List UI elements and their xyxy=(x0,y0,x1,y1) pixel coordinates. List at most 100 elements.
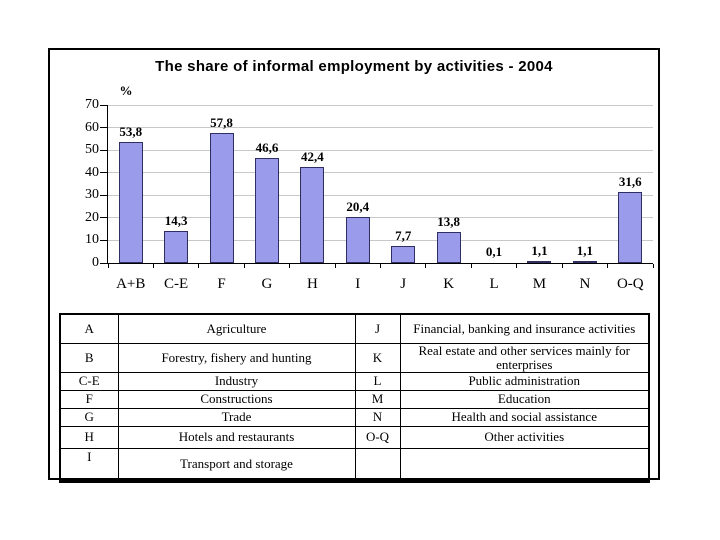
x-axis-category-label: G xyxy=(261,276,273,292)
x-axis-tick xyxy=(516,264,518,268)
bar-N xyxy=(572,260,597,263)
x-axis-tick xyxy=(607,264,609,268)
y-axis-tick xyxy=(100,127,107,129)
x-axis-tick xyxy=(243,264,245,268)
gridline xyxy=(108,104,653,106)
y-axis-tick xyxy=(100,149,107,151)
x-axis-category-label: F xyxy=(217,276,226,292)
y-axis-tick xyxy=(100,104,107,106)
x-axis-category-label: K xyxy=(443,276,455,292)
bar-value-label: 1,1 xyxy=(531,242,548,258)
bar-I xyxy=(345,216,370,263)
y-axis-tick-label: 40 xyxy=(85,164,99,180)
x-axis-tick xyxy=(152,264,154,268)
x-axis-category-label: N xyxy=(579,276,591,292)
x-axis-tick xyxy=(652,264,654,268)
x-axis-category-label: J xyxy=(400,276,407,292)
legend-row: A Agriculture J Financial, banking and insu… xyxy=(59,313,650,344)
x-axis-tick xyxy=(289,264,291,268)
y-axis-tick xyxy=(100,262,107,264)
legend-code-cell: O-Q xyxy=(354,425,401,449)
bar-value-label: 14,3 xyxy=(164,212,188,228)
x-axis-tick xyxy=(425,264,427,268)
x-axis-tick xyxy=(334,264,336,268)
legend-activity-cell: Public administration xyxy=(399,371,650,391)
gridline xyxy=(108,172,653,174)
y-axis-tick-label: 30 xyxy=(85,187,99,203)
x-axis-tick xyxy=(470,264,472,268)
legend-code-cell: A xyxy=(59,313,119,344)
legend-activity-cell: Trade xyxy=(117,407,356,427)
bar-H xyxy=(300,167,325,263)
y-axis-tick-label: 70 xyxy=(85,97,99,112)
legend-code-cell: B xyxy=(59,342,119,373)
legend-code-cell: L xyxy=(354,371,401,391)
bar-F xyxy=(209,132,234,263)
y-axis-tick-label: 0 xyxy=(92,255,99,270)
x-axis-category-label: A+B xyxy=(116,276,146,292)
bar-value-label: 7,7 xyxy=(395,227,412,243)
legend-activity-cell: Financial, banking and insurance activit… xyxy=(399,313,650,344)
legend-activity-cell: Education xyxy=(399,389,650,409)
bar-J xyxy=(391,245,416,263)
x-axis-tick xyxy=(380,264,381,268)
y-axis-tick-label: 10 xyxy=(85,232,99,248)
bar-value-label: 0,1 xyxy=(485,244,503,259)
x-axis-category-label: C-E xyxy=(164,276,189,292)
legend-code-cell: H xyxy=(59,425,119,449)
bar-O-Q xyxy=(618,191,643,263)
x-axis-category-label: M xyxy=(532,276,547,292)
legend-code-cell: G xyxy=(59,407,119,427)
bar-value-label: 53,8 xyxy=(119,123,143,139)
gridline xyxy=(108,127,653,129)
legend-activity-cell: Agriculture xyxy=(117,313,356,344)
x-axis-category-label: H xyxy=(306,276,318,292)
legend-activity-cell: Constructions xyxy=(117,389,356,409)
legend-row: I Transport and storage xyxy=(59,447,650,482)
y-axis-unit-label: % xyxy=(119,83,133,98)
legend-code-cell: K xyxy=(354,342,401,373)
legend-table: A Agriculture J Financial, banking and insu… xyxy=(59,313,650,483)
bar-M xyxy=(527,260,552,263)
legend-code-cell xyxy=(354,447,401,482)
bar-value-label: 13,8 xyxy=(437,213,460,229)
x-axis-category-label: I xyxy=(355,276,361,292)
y-axis-tick xyxy=(100,172,107,174)
legend-activity-cell: Hotels and restaurants xyxy=(117,425,356,449)
bar-C-E xyxy=(164,230,189,263)
x-axis-tick xyxy=(107,264,109,268)
bar-A+B xyxy=(118,141,143,263)
legend-code-cell: N xyxy=(354,407,401,427)
legend-row: H Hotels and restaurants O-Q Other activiti… xyxy=(59,425,650,449)
legend-code-cell: M xyxy=(354,389,401,409)
slide-frame: The share of informal employment by acti… xyxy=(48,48,660,483)
y-axis-tick-label: 60 xyxy=(85,119,99,135)
legend-row: B Forestry, fishery and hunting K Real esta… xyxy=(59,342,650,373)
legend-activity-cell: Forestry, fishery and hunting xyxy=(117,342,356,373)
gridline xyxy=(108,217,653,219)
bar-G xyxy=(254,157,279,263)
bar-K xyxy=(436,231,461,263)
legend-activity-cell: Transport and storage xyxy=(117,447,356,482)
x-axis-category-label: O-Q xyxy=(616,276,644,292)
y-axis-tick xyxy=(100,239,107,241)
x-axis-category-label: L xyxy=(489,276,499,292)
legend-activity-cell xyxy=(399,447,650,482)
legend-code-cell: I xyxy=(59,447,119,482)
legend-activity-cell: Industry xyxy=(117,371,356,391)
legend-code-cell: C-E xyxy=(59,371,119,391)
bar-value-label: 31,6 xyxy=(618,173,642,189)
legend-row: F Constructions M Education xyxy=(59,389,650,409)
gridline xyxy=(108,194,653,196)
y-axis-tick-label: 20 xyxy=(85,209,99,225)
y-axis-tick xyxy=(100,217,107,219)
bar-value-label: 57,8 xyxy=(210,114,233,130)
bar-chart-plot-area: 53,8 A+B 14,3 C-E 57,8 F 46,6 G 42,4 H 20,4 I 7,7 J 13… xyxy=(100,104,654,292)
bar-value-label: 1,1 xyxy=(576,242,593,258)
x-axis-tick xyxy=(561,264,563,268)
chart-title: The share of informal employment by acti… xyxy=(155,58,553,75)
gridline xyxy=(108,239,653,241)
y-axis-tick-label: 50 xyxy=(85,142,99,158)
bar-value-label: 42,4 xyxy=(301,149,324,165)
